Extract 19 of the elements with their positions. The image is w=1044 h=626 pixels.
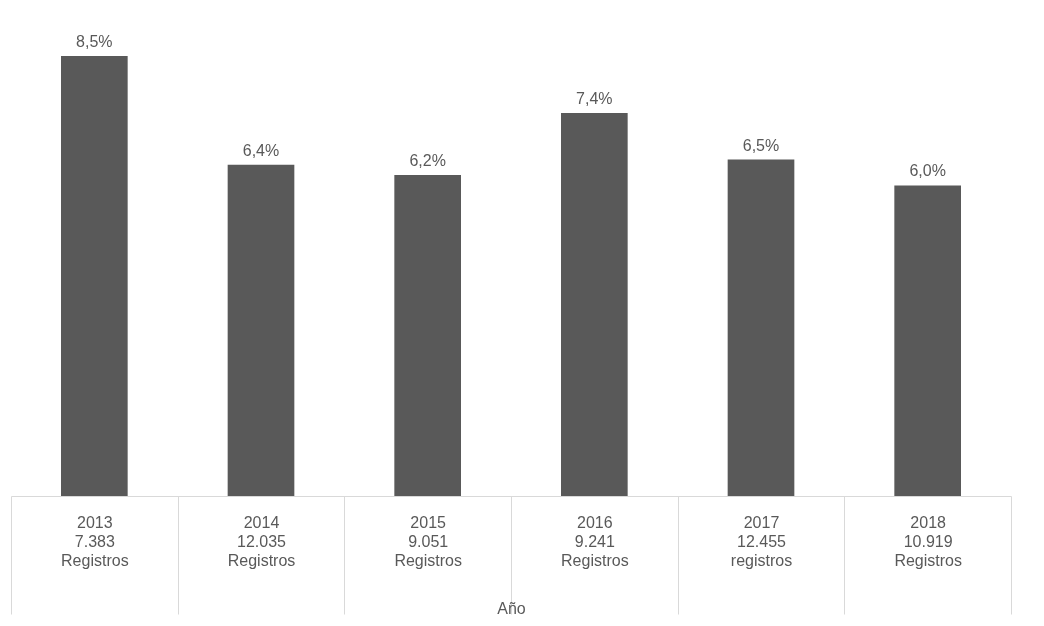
x-tick-label: 2017 12.455 registros xyxy=(730,513,793,569)
data-label: 6,0% xyxy=(909,162,946,180)
bar xyxy=(394,175,461,496)
bar xyxy=(227,164,295,496)
data-label: 8,5% xyxy=(76,33,113,50)
x-tick-label: 2015 9.051 Registros xyxy=(394,513,462,569)
x-tick-label: 2018 10.919 Registros xyxy=(894,513,962,569)
x-tick-label: 2014 12.035 Registros xyxy=(227,513,296,569)
data-label: 6,2% xyxy=(409,152,446,170)
bar xyxy=(894,185,961,496)
bar xyxy=(61,56,128,496)
x-tick-label: 2013 7.383 Registros xyxy=(61,513,129,569)
x-tick-label: 2016 9.241 Registros xyxy=(561,513,629,569)
data-label: 6,5% xyxy=(742,136,780,154)
bar xyxy=(727,159,795,496)
bar xyxy=(561,112,628,496)
x-axis-title: Año xyxy=(497,600,526,617)
data-label: 6,4% xyxy=(242,141,280,159)
data-label: 7,4% xyxy=(576,89,613,107)
